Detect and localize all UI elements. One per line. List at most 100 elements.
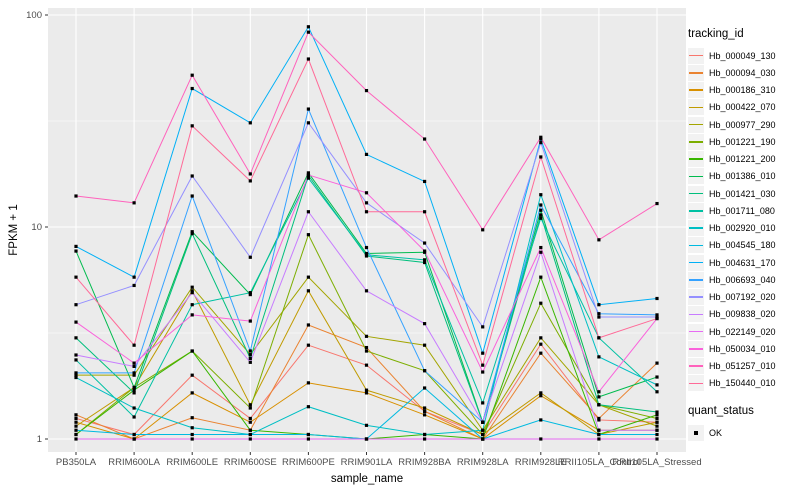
data-point-square xyxy=(364,210,369,214)
data-point-square xyxy=(423,413,427,417)
legend-item-Hb_007192_020: Hb_007192_020 xyxy=(688,289,798,306)
legend-color-line-icon xyxy=(689,313,703,316)
data-point-square xyxy=(655,432,659,437)
legend-key-box xyxy=(688,424,704,441)
data-point-square xyxy=(597,403,601,407)
legend-item-label: Hb_001221_200 xyxy=(709,154,776,165)
data-point-square xyxy=(364,334,369,338)
legend-color-line-icon xyxy=(689,89,703,91)
legend-item-Hb_002920_010: Hb_002920_010 xyxy=(688,220,798,237)
data-point-square xyxy=(132,361,136,365)
data-point-square xyxy=(190,426,194,430)
legend-item-label: Hb_001711_080 xyxy=(709,205,775,216)
data-point-square xyxy=(481,428,485,432)
data-point-square xyxy=(539,342,543,346)
data-point-square xyxy=(364,349,369,353)
x-tick-label: PB350LA xyxy=(56,457,97,468)
legend-item-label: Hb_050034_010 xyxy=(709,343,776,354)
data-point-square xyxy=(655,428,659,432)
data-point-square xyxy=(248,360,252,364)
data-point-square xyxy=(132,364,136,369)
data-point-square xyxy=(306,107,310,111)
legend-title-quant-status: quant_status xyxy=(688,405,754,417)
data-point-square xyxy=(364,245,369,250)
data-point-square xyxy=(74,249,78,253)
data-point-square xyxy=(132,415,136,419)
legend-key-box xyxy=(688,254,704,271)
legend-color-line-icon xyxy=(689,261,703,264)
legend-item-label: Hb_000977_290 xyxy=(709,119,776,130)
data-point-square xyxy=(190,291,194,295)
legend-key-box xyxy=(688,323,704,340)
legend: tracking_id Hb_000049_130 Hb_000094_030 Hb… xyxy=(688,28,798,441)
data-point-square xyxy=(74,413,78,417)
legend-color-line-icon xyxy=(689,227,703,229)
data-point-square xyxy=(74,428,78,432)
legend-item-label: Hb_150440_010 xyxy=(709,378,776,389)
data-point-square xyxy=(423,258,427,262)
legend-color-line-icon xyxy=(689,210,703,212)
legend-color-line-icon xyxy=(689,106,703,109)
legend-key-box xyxy=(688,168,704,185)
legend-color-line-icon xyxy=(689,279,703,281)
data-point-square xyxy=(132,388,136,392)
data-point-square xyxy=(74,336,78,340)
data-point-square xyxy=(190,174,194,178)
data-point-square xyxy=(655,361,659,365)
legend-color-line-icon xyxy=(689,141,703,143)
legend-item-Hb_006693_040: Hb_006693_040 xyxy=(688,271,798,288)
legend-item-label: Hb_001421_030 xyxy=(709,188,776,199)
legend-key-box xyxy=(688,271,704,288)
data-point-square xyxy=(655,410,659,414)
x-tick-label: RRIM928LE xyxy=(515,457,567,468)
data-point-square xyxy=(248,353,252,357)
legend-key-box xyxy=(688,375,704,392)
data-point-square xyxy=(306,381,310,385)
legend-item-label: Hb_004545_180 xyxy=(709,240,776,251)
data-point-square xyxy=(423,409,427,413)
data-point-square xyxy=(423,210,427,214)
data-point-square xyxy=(364,388,369,392)
data-point-square xyxy=(306,289,310,293)
data-point-square xyxy=(655,375,659,379)
legend-key-box xyxy=(688,202,704,219)
data-point-square xyxy=(248,403,252,407)
data-point-square xyxy=(655,201,659,206)
legend-color-line-icon xyxy=(689,365,703,367)
data-point-square xyxy=(597,390,601,394)
data-point-square xyxy=(306,30,310,34)
legend-item-label: Hb_051257_010 xyxy=(709,361,776,372)
data-point-square xyxy=(597,437,601,441)
legend-item-Hb_001221_190: Hb_001221_190 xyxy=(688,133,798,150)
data-point-square xyxy=(190,373,194,377)
data-point-square xyxy=(74,437,78,441)
legend-key-box xyxy=(688,151,704,168)
legend-color-line-icon xyxy=(689,72,703,74)
y-tick-label: 1 xyxy=(37,434,42,445)
data-point-square xyxy=(248,319,252,323)
legend-item-label: Hb_022149_020 xyxy=(709,326,776,337)
data-point-square xyxy=(423,179,427,184)
x-tick-label: RRII105LA_Stressed xyxy=(612,457,701,468)
data-point-square xyxy=(655,424,659,428)
legend-color-line-icon xyxy=(689,244,703,247)
data-point-square xyxy=(132,391,136,395)
legend-key-box xyxy=(688,116,704,133)
data-point-square xyxy=(306,405,310,409)
data-point-square xyxy=(539,245,543,250)
data-point-square xyxy=(306,25,310,29)
data-point-square xyxy=(364,363,369,367)
legend-item-label: Hb_004631_170 xyxy=(709,257,776,268)
x-tick-label: RRIM901LA xyxy=(341,457,393,468)
data-point-square xyxy=(597,428,601,432)
data-point-square xyxy=(306,173,310,177)
legend-key-box xyxy=(688,99,704,116)
legend-key-box xyxy=(688,64,704,81)
data-point-square xyxy=(423,137,427,141)
legend-item-label: Hb_007192_020 xyxy=(709,292,776,303)
data-point-square xyxy=(481,420,485,424)
data-point-square xyxy=(248,437,252,441)
data-point-square xyxy=(306,171,310,175)
